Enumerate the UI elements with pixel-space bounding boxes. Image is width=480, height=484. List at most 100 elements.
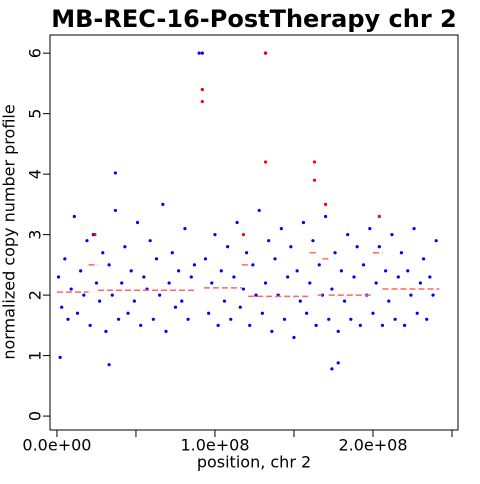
- data-point: [425, 317, 429, 321]
- data-point: [323, 214, 328, 219]
- data-point: [251, 263, 255, 267]
- data-point: [75, 311, 80, 315]
- data-point: [368, 226, 372, 231]
- data-point: [267, 239, 271, 243]
- data-point: [164, 329, 168, 334]
- y-tick-label: 3: [26, 230, 45, 240]
- data-point: [312, 178, 317, 182]
- data-point: [85, 239, 89, 243]
- data-point: [93, 233, 97, 237]
- data-point: [213, 233, 217, 237]
- data-point: [235, 220, 239, 225]
- data-point: [229, 317, 233, 321]
- data-point: [305, 311, 309, 315]
- data-point: [273, 257, 277, 261]
- data-point: [254, 293, 258, 297]
- data-point: [298, 299, 302, 303]
- data-point: [151, 317, 155, 321]
- data-point: [120, 281, 124, 285]
- data-point: [342, 299, 347, 303]
- data-point: [393, 317, 397, 321]
- data-point: [260, 311, 264, 315]
- data-point: [238, 305, 242, 309]
- data-point: [58, 355, 62, 360]
- data-point: [314, 323, 318, 327]
- data-point: [279, 226, 283, 231]
- data-point: [132, 299, 136, 303]
- data-point: [358, 323, 362, 327]
- data-point: [110, 293, 114, 297]
- data-point: [200, 51, 204, 55]
- data-point: [173, 305, 178, 309]
- data-point: [402, 323, 407, 327]
- x-axis-label: position, chr 2: [197, 453, 311, 472]
- data-point: [113, 171, 118, 175]
- data-point: [177, 269, 181, 273]
- data-point: [292, 335, 296, 340]
- x-tick-label: 0.0e+00: [22, 436, 91, 455]
- y-tick-label: 1: [26, 351, 45, 361]
- data-point: [323, 202, 328, 206]
- data-point: [295, 269, 299, 273]
- data-point: [148, 239, 152, 243]
- data-point: [232, 275, 236, 279]
- data-point: [154, 257, 159, 261]
- data-point: [263, 160, 268, 164]
- data-point: [330, 287, 334, 291]
- data-point: [107, 263, 111, 267]
- y-tick-label: 4: [26, 169, 45, 179]
- y-tick-label: 5: [26, 109, 45, 119]
- data-point: [180, 299, 184, 303]
- data-point: [352, 275, 356, 279]
- data-point: [101, 251, 105, 255]
- data-point: [390, 233, 394, 237]
- data-point: [371, 311, 375, 315]
- data-point: [301, 220, 306, 225]
- data-point: [170, 251, 174, 255]
- data-point: [384, 269, 388, 273]
- data-point: [222, 299, 227, 303]
- data-point: [282, 317, 287, 321]
- data-point: [197, 51, 201, 55]
- data-point: [183, 226, 187, 231]
- data-point: [200, 87, 204, 92]
- data-point: [107, 363, 111, 367]
- data-point: [431, 293, 435, 297]
- data-point: [263, 281, 268, 285]
- data-point: [270, 329, 274, 334]
- data-point: [241, 287, 246, 291]
- y-axis-label: normalized copy number profile: [0, 104, 19, 359]
- plot-frame: [49, 34, 459, 431]
- data-point: [415, 311, 419, 315]
- data-point: [207, 311, 211, 315]
- data-point: [219, 269, 223, 273]
- data-point: [210, 281, 214, 285]
- data-point: [339, 269, 343, 273]
- data-point: [355, 245, 359, 249]
- data-point: [421, 257, 426, 261]
- data-point: [377, 214, 381, 219]
- data-point: [189, 275, 193, 279]
- data-point: [82, 293, 86, 297]
- data-point: [60, 305, 64, 309]
- data-point: [380, 323, 385, 327]
- data-point: [312, 160, 317, 164]
- data-point: [406, 269, 410, 273]
- data-point: [333, 251, 337, 255]
- data-point: [396, 275, 400, 279]
- data-point: [248, 323, 252, 327]
- data-point: [428, 275, 432, 279]
- data-point: [66, 317, 70, 321]
- y-tick-label: 0: [26, 411, 45, 421]
- data-point: [311, 239, 315, 243]
- data-point: [216, 323, 220, 327]
- data-point: [409, 293, 413, 297]
- data-point: [56, 275, 61, 279]
- x-tick-label: 1.0e+08: [180, 436, 249, 455]
- data-point: [69, 287, 73, 291]
- data-point: [336, 329, 340, 334]
- data-point: [286, 275, 290, 279]
- data-point: [399, 251, 404, 255]
- data-point: [200, 99, 204, 104]
